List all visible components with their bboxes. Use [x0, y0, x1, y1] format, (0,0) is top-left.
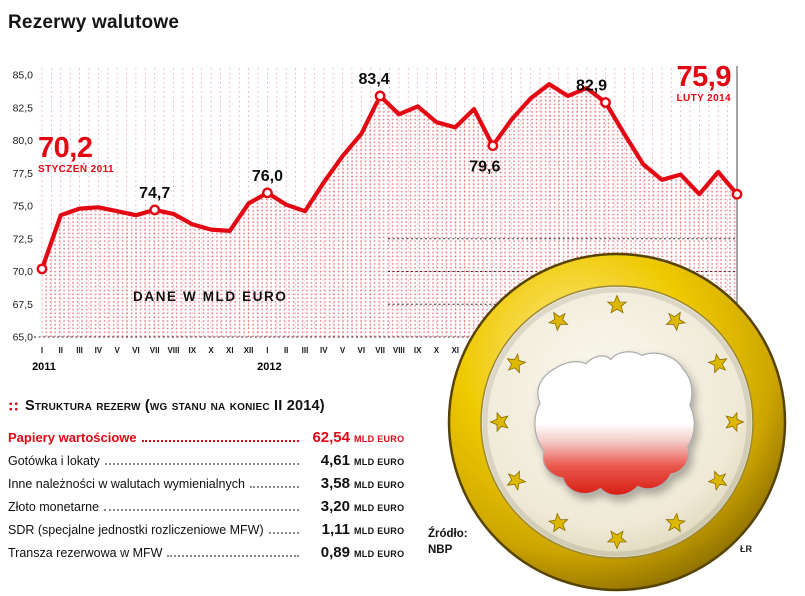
breakdown-value: 1,11 [321, 521, 350, 538]
year-label: 2011 [32, 361, 56, 373]
section-heading: Struktura rezerw (wg stanu na koniec II … [25, 398, 325, 414]
annotation-value: 70,2 [38, 132, 92, 164]
breakdown-value: 0,89 [320, 544, 350, 561]
page-title: Rezerwy walutowe [8, 12, 180, 33]
source-label: Źródło: [428, 528, 468, 540]
breakdown-label: Transza rezerwowa w MFW [8, 546, 163, 560]
annotation-value: 82,9 [576, 78, 607, 95]
y-axis-label: 72,5 [13, 233, 34, 245]
year-label: 2012 [257, 361, 281, 373]
breakdown-value: 3,20 [320, 498, 350, 515]
breakdown-unit: mld euro [354, 526, 405, 536]
month-label: I [41, 346, 43, 355]
month-label: V [340, 346, 346, 355]
month-label: V [114, 346, 120, 355]
month-label: XII [244, 346, 254, 355]
breakdown-value: 62,54 [312, 429, 350, 446]
dotted-leader [167, 555, 299, 557]
reserve-structure-section: Struktura rezerw (wg stanu na koniec II … [8, 398, 416, 567]
month-label: VIII [393, 346, 405, 355]
breakdown-unit: mld euro [354, 434, 405, 444]
dotted-leader [268, 532, 299, 534]
month-label: III [76, 346, 83, 355]
annotation-value: 76,0 [252, 168, 283, 185]
breakdown-unit: mld euro [354, 503, 405, 513]
breakdown-unit: mld euro [354, 457, 405, 467]
breakdown-label: Inne należności w walutach wymienialnych [8, 477, 245, 491]
source-note: Źródło: NBP [428, 527, 468, 558]
y-axis-label: 80,0 [13, 135, 34, 147]
breakdown-row: Złoto monetarne 3,20 mld euro [8, 498, 416, 515]
month-label: II [59, 346, 63, 355]
data-point-marker [36, 263, 48, 275]
source-value: NBP [428, 543, 453, 556]
breakdown-label: Gotówka i lokaty [8, 454, 100, 468]
data-point-marker [487, 140, 499, 152]
breakdown-row: SDR (specjalne jednostki rozliczeniowe M… [8, 521, 416, 538]
dotted-leader [141, 440, 299, 442]
chart-unit-note: DANE W MLD EURO [133, 289, 288, 304]
breakdown-rows: Papiery wartościowe 62,54 mld euro Gotówka … [8, 429, 416, 561]
dotted-leader [249, 486, 299, 488]
annotation-period: LUTY 2014 [676, 93, 731, 104]
month-label: VIII [167, 346, 179, 355]
annotation-value: 75,9 [677, 61, 732, 93]
annotation-value: 79,6 [469, 159, 500, 176]
month-label: XI [226, 346, 234, 355]
poland-euro-coin-illustration [447, 252, 787, 592]
breakdown-label: Papiery wartościowe [8, 430, 137, 445]
month-label: IV [95, 346, 103, 355]
data-point-marker [149, 204, 161, 216]
month-label: VI [132, 346, 140, 355]
credit-initials: ŁR [740, 544, 752, 554]
data-point-marker [374, 90, 386, 102]
y-axis-label: 85,0 [13, 70, 34, 82]
annotation-value: 83,4 [359, 71, 390, 88]
month-label: I [266, 346, 268, 355]
month-label: II [284, 346, 288, 355]
month-label: IX [188, 346, 196, 355]
annotation-value: 74,7 [139, 185, 170, 202]
breakdown-label: SDR (specjalne jednostki rozliczeniowe M… [8, 523, 264, 537]
month-label: X [434, 346, 440, 355]
dotted-leader [104, 509, 299, 511]
month-label: X [208, 346, 214, 355]
breakdown-row: Gotówka i lokaty 4,61 mld euro [8, 452, 416, 469]
month-label: VI [358, 346, 366, 355]
breakdown-row: Transza rezerwowa w MFW 0,89 mld euro [8, 544, 416, 561]
dotted-leader [104, 463, 299, 465]
data-point-marker [262, 187, 273, 199]
y-axis-label: 75,0 [13, 201, 34, 213]
month-label: IV [320, 346, 328, 355]
month-label: III [302, 346, 309, 355]
section-header: Struktura rezerw (wg stanu na koniec II … [8, 398, 416, 414]
data-point-marker [731, 188, 743, 200]
y-axis-label: 77,5 [13, 168, 34, 180]
month-label: VII [375, 346, 385, 355]
month-label: XI [451, 346, 459, 355]
breakdown-unit: mld euro [354, 480, 405, 490]
annotation-period: STYCZEŃ 2011 [38, 162, 114, 175]
breakdown-label: Złoto monetarne [8, 500, 100, 514]
y-axis-label: 67,5 [13, 299, 34, 311]
month-label: IX [414, 346, 422, 355]
coin-inner-shadow [482, 287, 752, 557]
section-bullet-icon [8, 401, 19, 412]
y-axis-label: 70,0 [13, 266, 34, 278]
data-point-marker [600, 97, 611, 108]
breakdown-unit: mld euro [354, 549, 405, 559]
y-axis-label: 65,0 [13, 332, 34, 344]
breakdown-value: 3,58 [320, 475, 350, 492]
breakdown-row: Inne należności w walutach wymienialnych… [8, 475, 416, 492]
breakdown-row: Papiery wartościowe 62,54 mld euro [8, 429, 416, 446]
breakdown-value: 4,61 [320, 452, 350, 469]
y-axis-label: 82,5 [13, 102, 34, 114]
poland-map [534, 351, 695, 496]
month-label: VII [150, 346, 160, 355]
